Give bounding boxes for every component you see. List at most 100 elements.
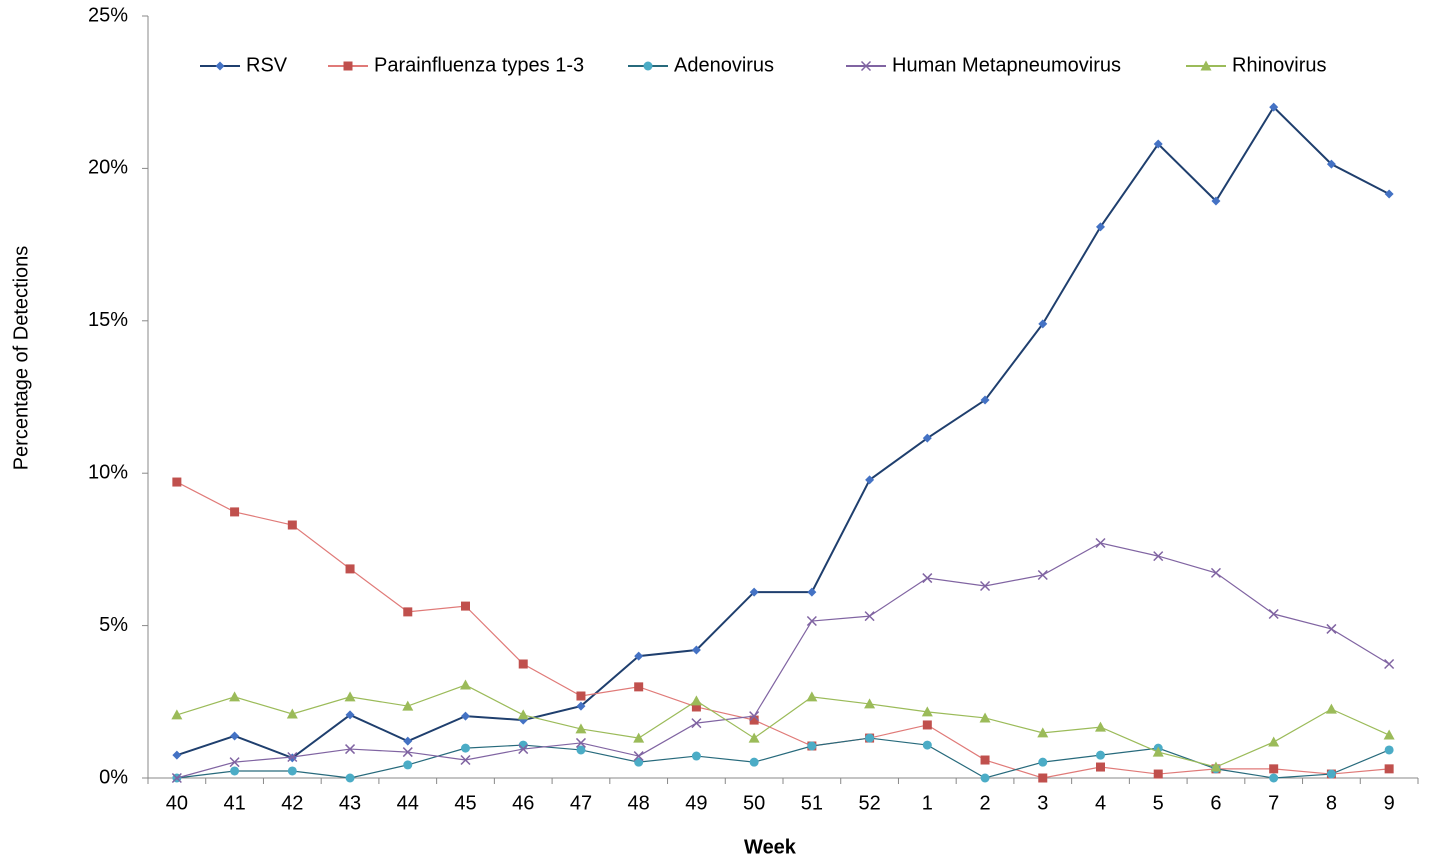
data-point <box>575 723 587 734</box>
data-point <box>1269 764 1279 774</box>
data-point <box>980 773 990 783</box>
x-tick-label: 45 <box>454 792 476 814</box>
data-point <box>1325 703 1337 714</box>
data-point <box>1384 745 1394 755</box>
data-point <box>865 475 875 485</box>
data-point <box>1095 721 1106 732</box>
data-point <box>1326 623 1337 634</box>
data-point <box>345 564 355 574</box>
data-point <box>576 691 586 701</box>
data-point <box>1211 196 1221 206</box>
data-point <box>691 751 701 761</box>
data-point <box>1210 761 1222 772</box>
data-point <box>691 718 702 729</box>
data-point <box>1210 567 1221 578</box>
x-tick-label: 7 <box>1268 792 1279 814</box>
data-point <box>1153 139 1163 149</box>
y-tick-label: 20% <box>88 157 128 179</box>
series <box>172 477 1394 783</box>
x-tick-label: 6 <box>1210 792 1221 814</box>
data-point <box>402 747 413 758</box>
data-point <box>344 691 356 702</box>
x-tick-label: 49 <box>685 792 707 814</box>
y-axis-title: Percentage of Detections <box>10 246 32 471</box>
x-tick-label: 4 <box>1095 792 1106 814</box>
data-point <box>1153 551 1164 562</box>
data-point <box>749 587 759 597</box>
data-point <box>980 755 990 765</box>
series <box>171 679 1395 772</box>
data-point <box>402 700 414 711</box>
data-point <box>922 573 933 584</box>
data-point <box>634 757 644 767</box>
legend-label: RSV <box>246 54 288 76</box>
y-tick-label: 10% <box>88 461 128 483</box>
data-point <box>979 712 991 723</box>
series-line <box>176 542 1390 779</box>
data-point <box>806 615 817 627</box>
data-point <box>865 733 875 743</box>
data-point <box>287 766 297 776</box>
data-point <box>1038 773 1048 783</box>
x-tick-label: 1 <box>922 792 933 814</box>
x-tick-label: 43 <box>339 792 361 814</box>
data-point <box>1269 773 1279 783</box>
data-point <box>1037 727 1049 738</box>
legend-marker <box>1200 60 1212 71</box>
data-point <box>1384 658 1395 670</box>
data-point <box>921 706 933 717</box>
y-tick-label: 5% <box>99 614 128 636</box>
series-line <box>176 481 1390 779</box>
data-point <box>980 580 991 592</box>
data-point <box>922 433 932 443</box>
x-tick-label: 47 <box>570 792 592 814</box>
data-point <box>1268 608 1279 620</box>
data-point <box>749 757 759 767</box>
series <box>172 733 1394 783</box>
data-point <box>749 715 759 725</box>
x-tick-label: 3 <box>1037 792 1048 814</box>
x-axis-title: Week <box>744 836 797 858</box>
data-point <box>403 760 413 770</box>
data-point <box>749 711 760 722</box>
series <box>171 537 1395 784</box>
data-point <box>691 702 701 712</box>
data-point <box>461 711 470 721</box>
data-point <box>230 766 240 776</box>
data-point <box>1152 746 1164 757</box>
x-tick-label: 48 <box>628 792 650 814</box>
x-tick-label: 42 <box>281 792 303 814</box>
data-point <box>461 601 470 611</box>
data-point <box>1038 319 1048 329</box>
data-point <box>576 701 586 711</box>
y-tick-label: 0% <box>99 766 128 788</box>
data-point <box>980 395 990 405</box>
series-line <box>176 737 1390 779</box>
data-point <box>1096 222 1105 232</box>
data-point <box>171 772 182 784</box>
x-tick-label: 9 <box>1384 792 1395 814</box>
data-point <box>171 709 183 720</box>
data-point <box>230 507 240 517</box>
data-point <box>691 645 701 655</box>
data-point <box>1326 769 1336 779</box>
legend-label: Human Metapneumovirus <box>892 54 1121 76</box>
data-point <box>517 709 529 720</box>
legend-marker <box>860 60 872 72</box>
x-tick-label: 50 <box>743 792 765 814</box>
data-point <box>518 744 529 755</box>
legend-marker <box>215 61 225 71</box>
data-point <box>1096 750 1105 760</box>
data-point <box>286 708 298 719</box>
data-point <box>633 732 645 743</box>
data-point <box>807 587 817 597</box>
data-point <box>172 477 182 487</box>
data-point <box>576 745 586 755</box>
data-point <box>1096 762 1105 772</box>
data-point <box>1268 736 1280 747</box>
data-point <box>518 659 528 669</box>
legend-label: Parainfluenza types 1-3 <box>374 54 584 76</box>
legend-label: Adenovirus <box>674 54 774 76</box>
data-point <box>575 737 586 748</box>
data-point <box>634 651 644 661</box>
